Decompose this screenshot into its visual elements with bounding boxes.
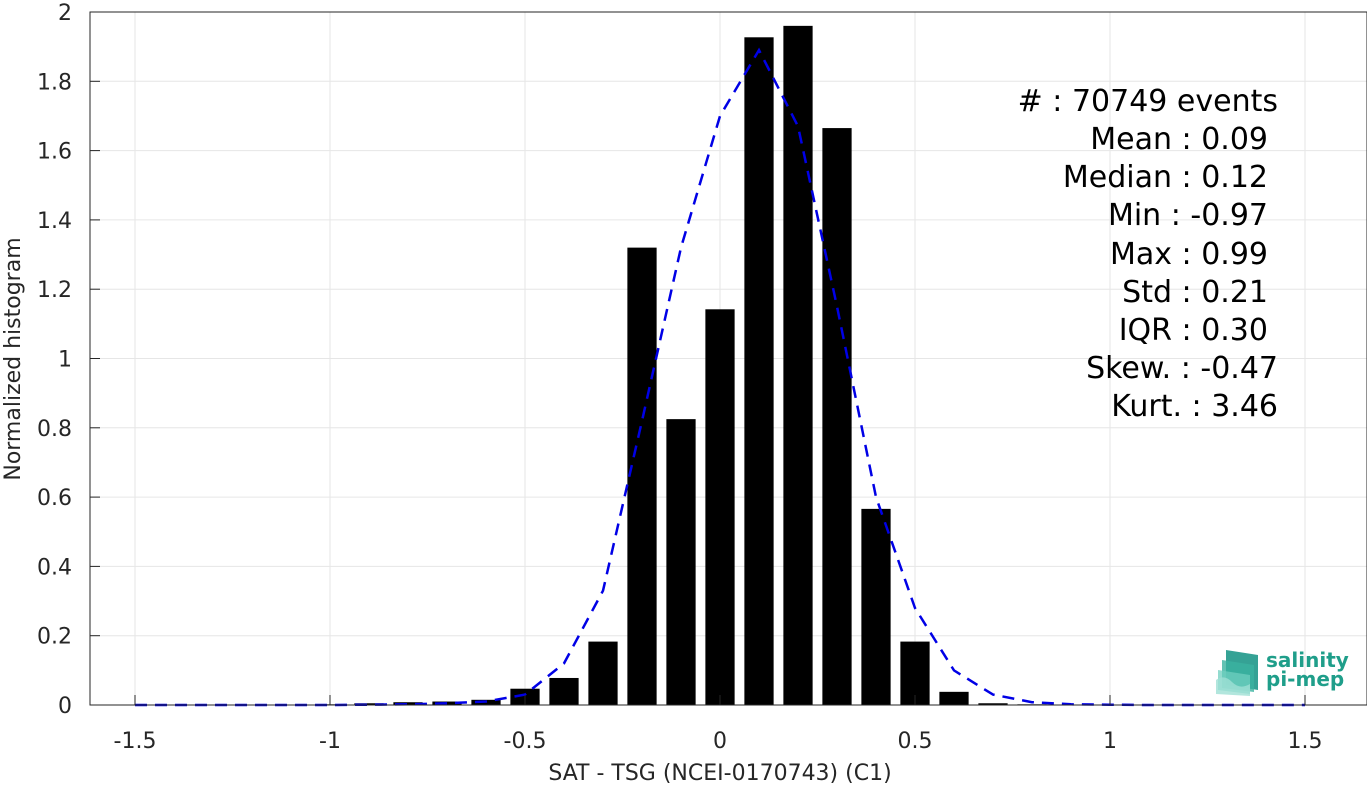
salinity-pi-mep-logo: salinity pi-mep [1216,648,1349,696]
histogram-bar [978,703,1008,705]
stat-skew: Skew. : -0.47 [1086,351,1278,386]
histogram-bar [939,691,969,705]
stat-mean: Mean : 0.09 [1090,122,1268,157]
y-axis-ticks: 0 0.2 0.4 0.6 0.8 1 1.2 1.4 1.6 1.8 2 [37,1,100,719]
histogram-bar [354,703,384,705]
x-axis-ticks: -1.5 -1 -0.5 0 0.5 1 1.5 [114,695,1323,754]
histogram-bar [393,702,423,705]
stat-kurt: Kurt. : 3.46 [1111,389,1278,424]
x-tick-label: -1.5 [114,729,157,754]
x-axis-title: SAT - TSG (NCEI-0170743) (C1) [548,761,891,785]
y-tick-label: 1.2 [37,278,72,303]
histogram-bar [822,128,852,705]
histogram-bar [627,247,657,705]
wave-icon [1216,650,1258,696]
y-tick-label: 0.2 [37,625,72,650]
x-tick-label: 1.5 [1288,729,1323,754]
stat-iqr: IQR : 0.30 [1119,313,1268,348]
histogram-bar [549,677,579,705]
histogram-bars [315,25,1086,706]
y-tick-label: 1.8 [37,70,72,95]
stat-std: Std : 0.21 [1122,275,1268,310]
stat-median: Median : 0.12 [1063,160,1268,195]
x-tick-label: -1 [319,729,341,754]
y-tick-label: 0.4 [37,555,72,580]
histogram-bar [432,701,462,705]
y-tick-label: 1.6 [37,140,72,165]
stat-max: Max : 0.99 [1110,237,1268,272]
x-tick-label: 1 [1103,729,1117,754]
stat-events: # : 70749 events [1018,84,1278,119]
y-tick-label: 0.8 [37,417,72,442]
x-tick-label: 0 [713,729,727,754]
x-tick-label: -0.5 [504,729,547,754]
histogram-bar [666,419,696,705]
y-tick-label: 1 [58,348,72,373]
y-tick-label: 0.6 [37,486,72,511]
histogram-bar [900,641,930,705]
y-tick-label: 2 [58,1,72,26]
histogram-bar [861,508,891,705]
statistics-box: # : 70749 events Mean : 0.09 Median : 0.… [1018,84,1278,424]
y-tick-label: 0 [58,694,72,719]
histogram-bar [705,309,735,705]
logo-line-2: pi-mep [1266,667,1344,691]
y-tick-label: 1.4 [37,209,72,234]
stat-min: Min : -0.97 [1108,198,1268,233]
logo-line-1: salinity [1266,648,1349,672]
histogram-bar [783,25,813,706]
y-axis-title: Normalized histogram [1,237,26,480]
histogram-bar [588,641,618,705]
x-tick-label: 0.5 [898,729,933,754]
histogram-bar [744,37,774,706]
